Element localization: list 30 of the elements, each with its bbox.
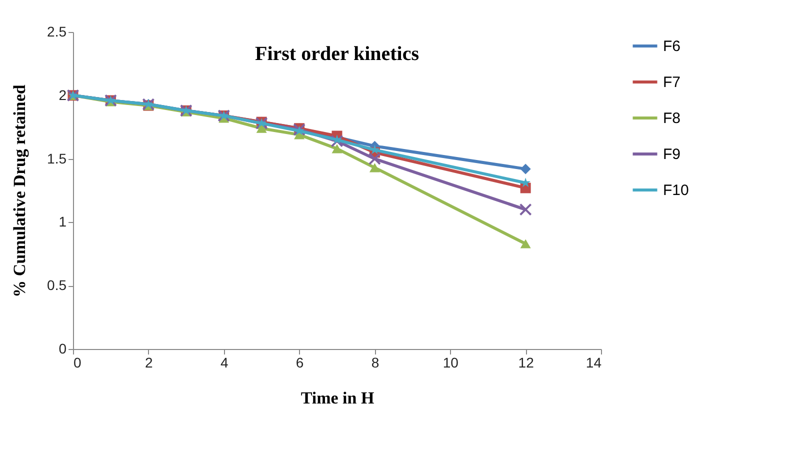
x-tick-label: 10 (442, 354, 459, 370)
y-tick-label: 0 (58, 340, 67, 356)
point (330, 134, 344, 148)
y-tick-label: 2.5 (47, 24, 67, 40)
x-tick-label: 14 (586, 354, 602, 370)
x-tick-label: 4 (220, 354, 228, 370)
y-axis-title: % Cumulative Drug retained (10, 84, 30, 298)
point (520, 164, 531, 174)
point (368, 152, 381, 166)
legend-label: F7 (663, 74, 681, 91)
x-tick-label: 0 (74, 354, 82, 370)
legend-label: F8 (663, 110, 681, 127)
y-tick-label: 1 (58, 214, 67, 230)
y-tick-label: 0.5 (47, 277, 67, 294)
legend-label: F9 (663, 146, 681, 163)
legend-label: F6 (663, 38, 681, 55)
x-axis-title: Time in H (300, 388, 374, 408)
y-tick-label: 1.5 (47, 150, 67, 166)
y-tick-label: 2 (58, 86, 67, 103)
point (520, 239, 531, 248)
x-tick-label: 12 (518, 354, 534, 370)
point (256, 124, 267, 133)
point (332, 144, 342, 154)
point (519, 203, 532, 216)
legend-label: F10 (663, 182, 689, 199)
x-tick-label: 2 (145, 354, 154, 370)
x-tick-label: 8 (371, 354, 380, 370)
point (369, 163, 380, 172)
text: First order kinetics (254, 43, 420, 65)
x-tick-label: 6 (296, 354, 304, 370)
